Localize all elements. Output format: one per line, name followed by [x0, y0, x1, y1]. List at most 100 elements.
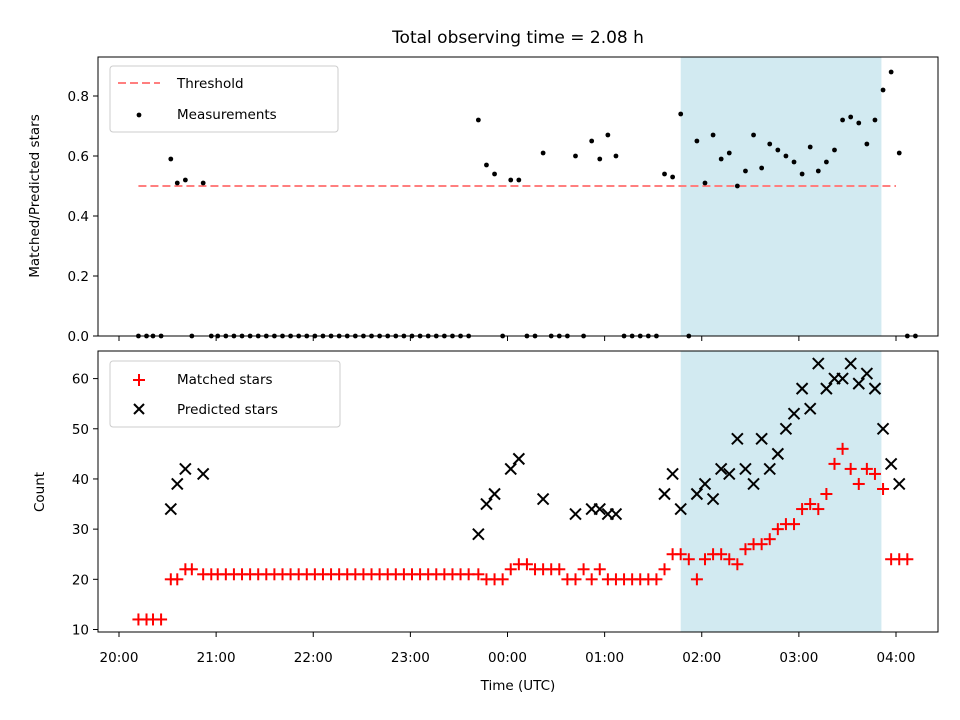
matched-star-point: [836, 442, 849, 455]
predicted-star-point: [658, 487, 671, 501]
x-tick-label: 04:00: [877, 650, 916, 666]
measurement-point: [475, 117, 481, 123]
legend-threshold-label: Threshold: [176, 76, 244, 92]
x-tick-label: 22:00: [294, 650, 333, 666]
predicted-star-point: [164, 502, 178, 516]
measurement-point: [840, 117, 845, 123]
matched-star-point: [682, 553, 695, 566]
bottom-legend: Matched stars Predicted stars: [109, 360, 341, 428]
x-axis-label: Time (UTC): [480, 678, 556, 694]
matched-star-point: [577, 563, 590, 576]
measurement-point: [783, 153, 789, 159]
predicted-star-point: [714, 462, 728, 476]
predicted-star-point: [488, 487, 501, 501]
measurement-point: [734, 183, 740, 189]
x-tick-label: 02:00: [682, 650, 721, 666]
x-tick-label: 01:00: [585, 650, 624, 666]
figure-title: Total observing time = 2.08 h: [391, 28, 644, 48]
measurement-point: [678, 111, 684, 117]
measurement-point: [791, 159, 797, 165]
matched-star-point: [171, 573, 184, 586]
legend-measurements-label: Measurements: [177, 107, 277, 123]
matched-star-point: [739, 543, 752, 556]
matched-star-point: [504, 563, 517, 576]
y-tick-label: 30: [72, 522, 89, 538]
measurement-point: [799, 171, 805, 177]
predicted-stars-points: [164, 357, 906, 541]
measurement-point: [726, 150, 732, 156]
top-legend: Threshold Measurements: [109, 65, 339, 133]
measurement-point: [702, 180, 708, 186]
legend-matched-label: Matched stars: [177, 372, 273, 388]
matched-star-point: [860, 462, 873, 475]
matched-star-point: [796, 503, 809, 516]
measurement-point: [807, 144, 813, 150]
y-tick-label: 0.2: [68, 269, 89, 285]
matched-star-point: [868, 467, 881, 480]
bottom-plot-frame: [97, 350, 939, 633]
predicted-star-point: [723, 467, 736, 481]
matched-star-point: [852, 477, 865, 490]
measurement-point: [767, 141, 773, 147]
predicted-star-point: [739, 462, 752, 476]
measurement-point: [168, 156, 174, 162]
matched-star-point: [731, 558, 744, 571]
predicted-star-point: [884, 457, 898, 471]
legend-measurements-swatch: [136, 112, 142, 118]
predicted-star-point: [472, 527, 485, 541]
predicted-star-point: [812, 357, 825, 370]
matched-star-point: [828, 457, 841, 470]
predicted-star-point: [674, 502, 687, 516]
y-tick-label: 40: [72, 472, 89, 488]
matched-star-point: [674, 548, 687, 561]
measurement-point: [832, 147, 837, 153]
y-tick-label: 60: [72, 372, 89, 388]
measurement-point: [182, 177, 188, 183]
bottom-shaded-interval: [680, 351, 882, 632]
measurement-point: [613, 153, 619, 159]
matched-star-point: [496, 573, 509, 586]
predicted-star-point: [731, 432, 744, 446]
matched-star-point: [820, 488, 833, 501]
measurement-point: [848, 114, 854, 120]
predicted-star-point: [512, 452, 526, 466]
predicted-star-point: [795, 382, 809, 395]
measurement-point: [492, 171, 497, 177]
measurement-point: [743, 168, 748, 174]
predicted-star-point: [609, 507, 623, 521]
measurement-point: [694, 138, 700, 144]
predicted-star-point: [536, 492, 550, 506]
top-x-ticks: [118, 336, 897, 341]
predicted-star-point: [690, 487, 704, 501]
matched-star-point: [788, 518, 801, 531]
matched-star-point: [804, 498, 817, 511]
matched-star-point: [585, 573, 598, 586]
measurement-point: [759, 165, 765, 171]
predicted-star-point: [844, 357, 857, 370]
predicted-star-point: [171, 477, 184, 491]
measurement-point: [540, 150, 546, 156]
y-tick-label: 0.0: [68, 329, 89, 345]
predicted-star-point: [179, 462, 192, 476]
x-tick-label: 00:00: [488, 650, 527, 666]
predicted-star-point: [706, 492, 720, 506]
matched-star-point: [812, 503, 825, 516]
measurement-point: [823, 159, 829, 165]
matched-star-point: [763, 533, 776, 546]
measurement-point: [597, 156, 603, 162]
matched-star-point: [771, 523, 784, 536]
measurement-point: [815, 168, 821, 174]
measurement-point: [896, 150, 902, 156]
top-y-axis-label: Matched/Predicted stars: [27, 114, 43, 277]
measurement-point: [589, 138, 595, 144]
matched-star-point: [155, 613, 168, 626]
top-shaded-interval: [680, 57, 882, 336]
y-tick-label: 10: [72, 622, 89, 638]
matched-star-point: [472, 568, 485, 581]
y-tick-label: 20: [72, 572, 89, 588]
predicted-star-point: [860, 367, 874, 380]
measurement-point: [775, 147, 781, 153]
predicted-star-point: [868, 382, 882, 395]
measurement-point: [670, 174, 676, 180]
